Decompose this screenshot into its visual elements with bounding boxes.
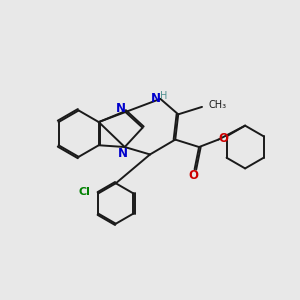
- Text: Cl: Cl: [78, 187, 90, 197]
- Text: O: O: [188, 169, 198, 182]
- Text: N: N: [116, 103, 126, 116]
- Text: O: O: [219, 132, 229, 145]
- Text: N: N: [151, 92, 161, 105]
- Text: CH₃: CH₃: [209, 100, 227, 110]
- Text: H: H: [160, 91, 167, 101]
- Text: N: N: [118, 147, 128, 160]
